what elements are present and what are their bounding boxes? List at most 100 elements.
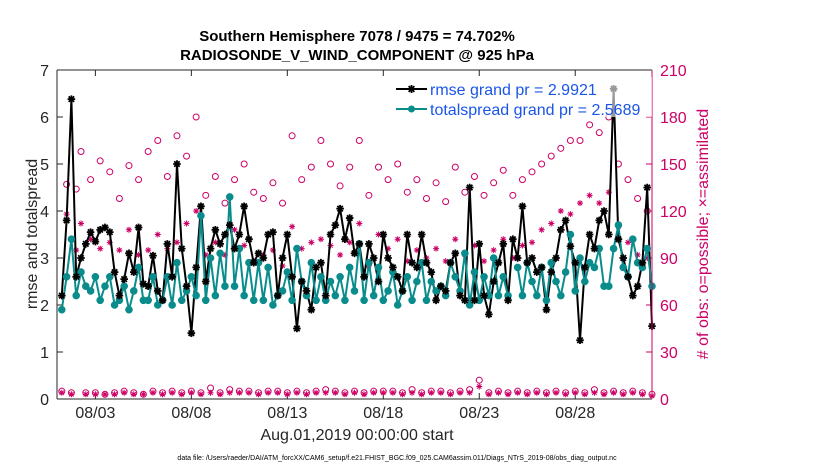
- totalspread-point: [605, 282, 613, 291]
- rmse-point: [629, 291, 637, 300]
- obs-assimilated-point: [188, 389, 195, 396]
- totalspread-point: [552, 277, 560, 286]
- legend-spread-label: totalspread grand pr = 2.5689: [430, 102, 640, 119]
- obs-assimilated-point: [514, 389, 521, 396]
- obs-possible-point: [595, 129, 603, 137]
- obs-assimilated-point: [106, 239, 113, 246]
- rmse-point: [528, 254, 536, 262]
- obs-possible-point: [173, 132, 181, 140]
- totalspread-point: [427, 277, 436, 286]
- obs-assimilated-point: [265, 389, 272, 396]
- obs-assimilated-point: [245, 389, 252, 396]
- totalspread-point: [211, 291, 220, 300]
- rmse-point: [456, 291, 464, 300]
- obs-possible-point: [240, 160, 248, 168]
- x-tick-label: 08/18: [363, 405, 403, 422]
- obs-assimilated-point: [317, 236, 324, 243]
- rmse-point: [585, 230, 594, 239]
- totalspread-point: [288, 296, 296, 305]
- rmse-point: [360, 273, 368, 281]
- rmse-point: [441, 287, 450, 295]
- obs-possible-point: [566, 137, 574, 144]
- x-tick-label: 08/28: [555, 405, 595, 422]
- obs-assimilated-point: [404, 258, 411, 265]
- obs-assimilated-point: [572, 389, 579, 396]
- rmse-point: [398, 287, 407, 295]
- totalspread-point: [513, 263, 522, 272]
- obs-possible-point: [163, 173, 171, 181]
- rmse-point: [403, 230, 412, 239]
- x-tick-label: 08/08: [171, 405, 211, 422]
- totalspread-point: [542, 296, 551, 305]
- obs-assimilated-point: [490, 247, 497, 254]
- y-tick-label: 2: [40, 298, 49, 315]
- obs-assimilated-point: [601, 391, 608, 398]
- obs-assimilated-point: [197, 391, 204, 398]
- y-tick-label: 6: [40, 110, 49, 127]
- totalspread-point: [153, 301, 162, 309]
- obs-assimilated-point: [524, 391, 531, 398]
- y-tick-label: 5: [40, 157, 49, 174]
- totalspread-point: [269, 301, 277, 309]
- totalspread-point: [533, 291, 541, 300]
- rmse-point: [547, 268, 556, 276]
- obs-possible-point: [538, 160, 546, 168]
- rmse-point: [91, 237, 100, 246]
- rmse-point: [110, 268, 119, 276]
- totalspread-point: [72, 291, 80, 300]
- x-tick-label: 08/13: [267, 405, 307, 422]
- totalspread-point: [101, 282, 109, 291]
- rmse-point: [614, 235, 623, 243]
- totalspread-point: [192, 291, 200, 300]
- totalspread-point: [317, 273, 325, 281]
- obs-assimilated-point: [140, 391, 147, 398]
- rmse-point: [297, 277, 306, 286]
- rmse-point: [173, 160, 181, 168]
- obs-assimilated-point: [341, 391, 348, 398]
- legend: rmse grand pr = 2.9921 totalspread grand…: [392, 77, 652, 119]
- totalspread-point: [585, 258, 594, 267]
- rmse-point: [518, 202, 527, 211]
- totalspread-point: [125, 305, 133, 314]
- totalspread-point: [331, 291, 340, 300]
- rmse-point: [480, 291, 488, 300]
- rmse-point: [105, 228, 114, 236]
- obs-assimilated-point: [553, 389, 560, 396]
- totalspread-point: [451, 273, 460, 281]
- totalspread-point: [341, 296, 349, 305]
- obs-assimilated-point: [332, 389, 339, 396]
- obs-assimilated-point: [428, 389, 435, 396]
- rmse-point: [485, 310, 493, 319]
- obs-assimilated-point: [505, 391, 512, 398]
- obs-assimilated-point: [639, 391, 646, 398]
- obs-assimilated-point: [548, 220, 555, 227]
- obs-possible-point: [96, 157, 104, 165]
- totalspread-point: [201, 296, 210, 305]
- rmse-point: [557, 226, 565, 234]
- obs-assimilated-point: [217, 391, 224, 398]
- totalspread-point: [197, 211, 205, 220]
- rmse-point: [139, 280, 148, 288]
- obs-possible-point: [115, 194, 123, 202]
- obs-possible-point: [231, 176, 239, 184]
- obs-possible-point: [413, 176, 421, 184]
- rmse-point: [249, 258, 258, 267]
- footnote: data file: /Users/raeder/DAI/ATM_forcXX/…: [177, 455, 617, 462]
- obs-assimilated-point: [413, 247, 420, 254]
- obs-assimilated-point: [471, 242, 478, 249]
- obs-assimilated-point: [279, 262, 286, 269]
- totalspread-point: [206, 254, 215, 262]
- obs-assimilated-point: [500, 236, 507, 243]
- obs-assimilated-point: [82, 391, 89, 398]
- obs-assimilated-point: [418, 391, 425, 398]
- rmse-point: [307, 305, 316, 314]
- obs-assimilated-point: [298, 245, 305, 252]
- obs-assimilated-point: [149, 389, 156, 396]
- obs-assimilated-point: [125, 226, 132, 233]
- obs-assimilated-point: [476, 383, 483, 390]
- obs-assimilated-point: [567, 211, 574, 218]
- rmse-point: [384, 254, 392, 262]
- totalspread-point: [590, 263, 599, 272]
- obs-assimilated-point: [394, 236, 401, 243]
- obs-assimilated-point: [101, 391, 108, 398]
